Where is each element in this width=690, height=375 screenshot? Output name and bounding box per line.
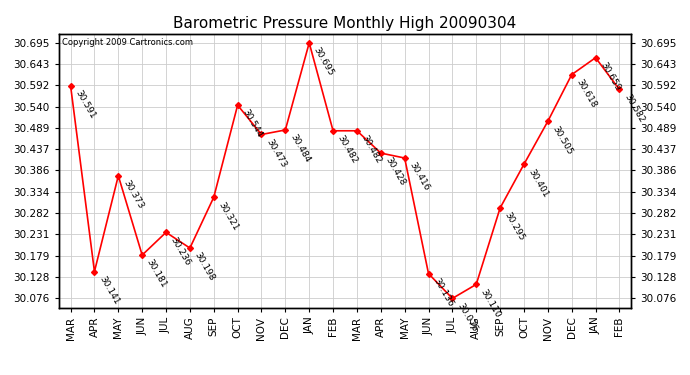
Text: 30.416: 30.416 [407, 161, 431, 193]
Text: 30.401: 30.401 [526, 167, 551, 199]
Text: 30.236: 30.236 [169, 235, 193, 267]
Text: 30.505: 30.505 [551, 124, 574, 156]
Text: 30.110: 30.110 [479, 287, 502, 319]
Text: 30.618: 30.618 [575, 77, 598, 109]
Text: 30.482: 30.482 [336, 134, 359, 165]
Text: 30.141: 30.141 [97, 274, 121, 306]
Text: 30.695: 30.695 [312, 46, 335, 78]
Title: Barometric Pressure Monthly High 20090304: Barometric Pressure Monthly High 2009030… [173, 16, 517, 31]
Text: Copyright 2009 Cartronics.com: Copyright 2009 Cartronics.com [61, 38, 193, 47]
Text: 30.428: 30.428 [384, 156, 407, 188]
Text: 30.373: 30.373 [121, 178, 145, 210]
Text: 30.136: 30.136 [431, 276, 455, 308]
Text: 30.582: 30.582 [622, 92, 646, 124]
Text: 30.198: 30.198 [193, 251, 216, 283]
Text: 30.482: 30.482 [359, 134, 383, 165]
Text: 30.484: 30.484 [288, 133, 312, 164]
Text: 30.295: 30.295 [503, 211, 526, 243]
Text: 30.076: 30.076 [455, 301, 479, 333]
Text: 30.473: 30.473 [264, 137, 288, 169]
Text: 30.591: 30.591 [73, 88, 97, 120]
Text: 30.544: 30.544 [240, 108, 264, 140]
Text: 30.181: 30.181 [145, 258, 168, 290]
Text: 30.321: 30.321 [217, 200, 240, 232]
Text: 30.659: 30.659 [598, 60, 622, 92]
